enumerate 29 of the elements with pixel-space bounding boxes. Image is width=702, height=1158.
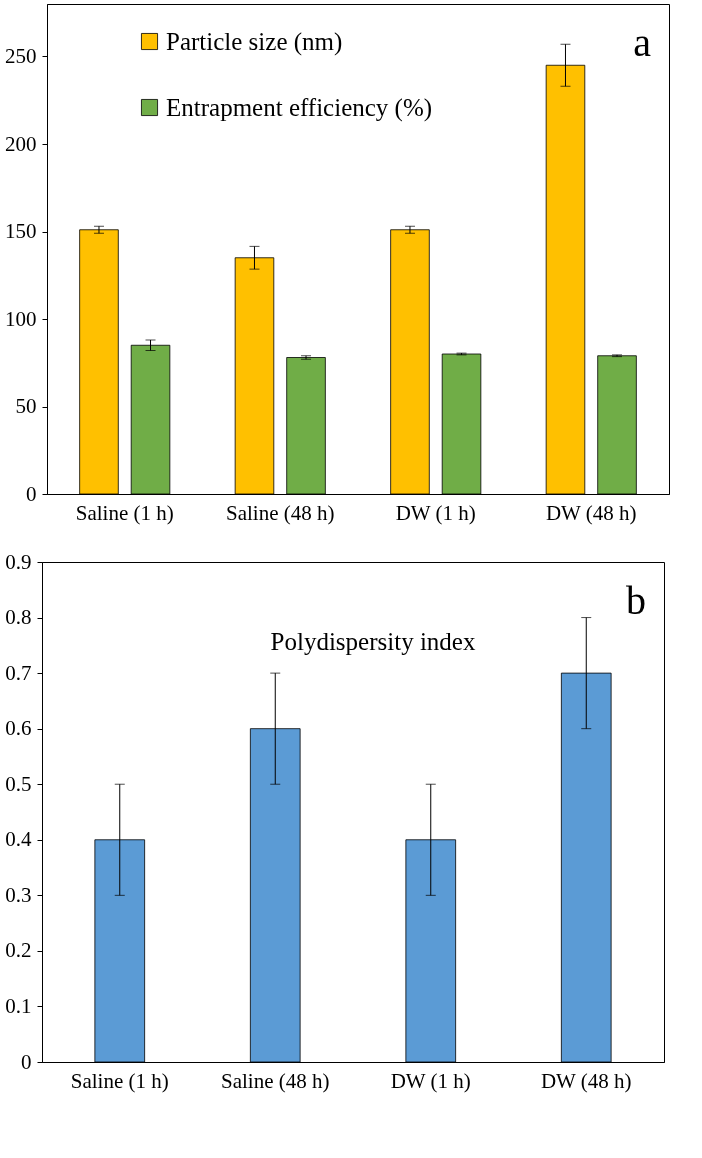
y-tick-label: 100 bbox=[5, 306, 37, 331]
y-tick-label: 0 bbox=[21, 1049, 32, 1074]
y-tick-label: 150 bbox=[5, 219, 37, 243]
y-tick-label: 0.1 bbox=[5, 993, 32, 1018]
x-tick-label: DW (1 h) bbox=[390, 1068, 471, 1093]
y-tick-label: 0.3 bbox=[5, 882, 32, 907]
y-tick-label: 0 bbox=[26, 481, 37, 506]
annotation: a bbox=[633, 20, 652, 65]
legend-label: Particle size (nm) bbox=[166, 27, 343, 56]
x-tick-label: DW (48 h) bbox=[540, 1068, 632, 1093]
x-tick-label: Saline (48 h) bbox=[221, 1068, 330, 1093]
x-tick-label: DW (48 h) bbox=[545, 500, 637, 525]
y-tick-label: 200 bbox=[5, 131, 37, 156]
y-tick-label: 250 bbox=[5, 44, 37, 68]
x-tick-label: DW (1 h) bbox=[395, 500, 476, 525]
y-tick-label: 0.4 bbox=[5, 827, 32, 852]
x-tick-label: Saline (48 h) bbox=[226, 500, 335, 525]
y-tick-label: 0.5 bbox=[5, 771, 32, 796]
annotation: b bbox=[626, 578, 646, 623]
x-tick-label: Saline (1 h) bbox=[70, 1068, 169, 1093]
x-tick-label: Saline (1 h) bbox=[75, 500, 174, 525]
annotation: Polydispersity index bbox=[270, 628, 476, 655]
y-tick-label: 50 bbox=[15, 394, 37, 418]
y-tick-label: 0.2 bbox=[5, 938, 32, 963]
y-tick-label: 0.8 bbox=[5, 605, 32, 630]
legend-label: Entrapment efficiency (%) bbox=[166, 93, 433, 122]
y-tick-label: 0.9 bbox=[5, 549, 32, 574]
y-tick-label: 0.7 bbox=[5, 660, 32, 685]
y-tick-label: 0.6 bbox=[5, 716, 32, 741]
